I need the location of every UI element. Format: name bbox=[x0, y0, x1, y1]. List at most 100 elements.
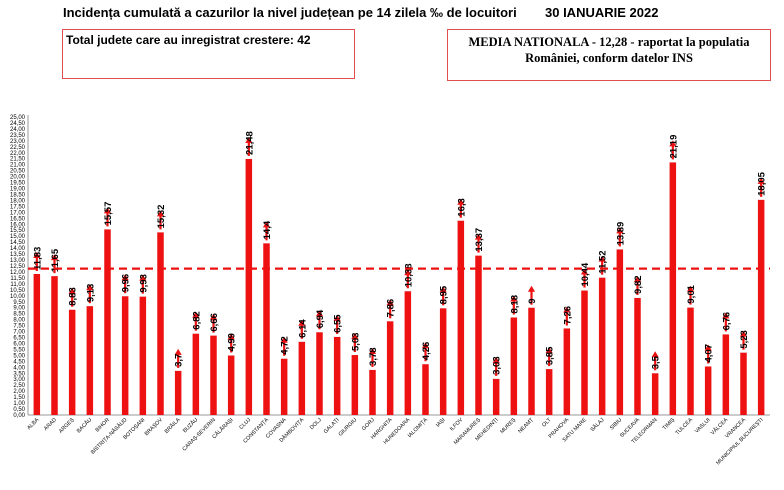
category-label: TIMIȘ bbox=[662, 417, 677, 432]
data-label: 4,99 bbox=[227, 333, 238, 352]
trend-arrowhead-icon bbox=[315, 310, 324, 317]
bar bbox=[563, 328, 571, 415]
y-tick-label: 19,00 bbox=[10, 187, 26, 193]
bar bbox=[280, 358, 288, 415]
trend-arrowhead-icon bbox=[563, 306, 571, 313]
data-label: 7,26 bbox=[562, 306, 573, 325]
trend-arrowhead-icon bbox=[156, 210, 165, 217]
category-label: TULCEA bbox=[675, 417, 695, 437]
trend-arrowhead-icon bbox=[50, 254, 59, 261]
y-tick-label: 2,50 bbox=[13, 383, 25, 389]
data-label: 8,95 bbox=[439, 285, 450, 304]
category-label: NEAMȚ bbox=[517, 417, 535, 435]
data-label: 9,93 bbox=[138, 274, 149, 293]
category-label: BRAȘOV bbox=[144, 417, 164, 437]
data-label: 10,38 bbox=[403, 263, 414, 287]
y-tick-label: 0,00 bbox=[13, 413, 25, 419]
increase-note-text: Total judete care au inregistrat crester… bbox=[66, 33, 311, 47]
data-label: 6,66 bbox=[209, 313, 220, 332]
bar bbox=[386, 321, 394, 415]
bar bbox=[404, 291, 412, 415]
trend-arrowhead-icon bbox=[439, 286, 447, 293]
category-label: ARAD bbox=[43, 417, 58, 432]
bar bbox=[139, 296, 147, 415]
bar bbox=[33, 273, 41, 415]
category-label: OLT bbox=[541, 417, 553, 429]
trend-arrowhead-icon bbox=[192, 311, 200, 318]
y-tick-label: 4,00 bbox=[13, 365, 25, 371]
bar bbox=[369, 369, 376, 415]
bar bbox=[457, 220, 465, 415]
bar bbox=[227, 355, 235, 415]
data-label: 5,03 bbox=[350, 333, 361, 352]
trend-arrowhead-icon bbox=[492, 356, 500, 363]
bar bbox=[192, 333, 200, 415]
trend-arrowhead-icon bbox=[404, 269, 412, 276]
trend-arrowhead-icon bbox=[368, 347, 377, 354]
y-tick-label: 18,00 bbox=[10, 198, 26, 204]
bar bbox=[740, 352, 747, 415]
y-tick-label: 1,00 bbox=[13, 401, 25, 407]
data-label: 21,19 bbox=[668, 135, 679, 159]
trend-arrowhead-icon bbox=[704, 344, 712, 351]
y-tick-label: 9,00 bbox=[13, 306, 25, 312]
y-tick-label: 1,50 bbox=[13, 395, 25, 401]
data-label: 3,85 bbox=[545, 346, 556, 365]
bar bbox=[316, 332, 323, 415]
y-tick-label: 22,50 bbox=[10, 145, 26, 151]
category-label: IAȘI bbox=[435, 417, 446, 428]
data-label: 9,13 bbox=[85, 284, 96, 303]
y-tick-label: 24,00 bbox=[10, 127, 26, 133]
y-tick-label: 15,00 bbox=[10, 234, 26, 240]
y-tick-label: 14,50 bbox=[10, 240, 26, 246]
y-tick-label: 10,00 bbox=[10, 294, 26, 300]
national-average-line-1: MEDIA NATIONALA - 12,28 - raportat la po… bbox=[468, 35, 750, 49]
data-label: 13,89 bbox=[615, 222, 626, 246]
y-tick-label: 7,50 bbox=[13, 324, 25, 330]
category-label: CLUJ bbox=[238, 417, 252, 431]
data-label: 16,3 bbox=[456, 198, 467, 217]
trend-arrowhead-icon bbox=[262, 221, 271, 228]
y-tick-label: 3,50 bbox=[13, 371, 25, 377]
data-label: 7,86 bbox=[386, 299, 397, 318]
data-label: 9,82 bbox=[633, 275, 644, 294]
trend-arrowhead-icon bbox=[651, 351, 659, 358]
increase-note-box: Total judete care au inregistrat crester… bbox=[62, 29, 355, 79]
y-tick-label: 17,00 bbox=[10, 210, 26, 216]
y-tick-label: 7,00 bbox=[13, 330, 25, 336]
y-tick-label: 23,00 bbox=[10, 139, 26, 145]
bar bbox=[263, 243, 270, 415]
bar bbox=[422, 364, 429, 415]
bar bbox=[245, 158, 253, 415]
trend-arrowhead-icon bbox=[633, 275, 642, 282]
data-label: 4,07 bbox=[704, 344, 715, 363]
trend-arrowhead-icon bbox=[545, 347, 553, 354]
category-label: BRĂILA bbox=[163, 416, 182, 435]
trend-arrowhead-icon bbox=[351, 333, 359, 340]
y-tick-label: 19,50 bbox=[10, 181, 26, 187]
data-label: 13,37 bbox=[474, 228, 485, 252]
trend-arrowhead-icon bbox=[103, 207, 112, 214]
y-tick-label: 12,50 bbox=[10, 264, 26, 270]
data-label: 15,32 bbox=[156, 205, 167, 229]
y-tick-label: 0,50 bbox=[13, 407, 25, 413]
y-tick-label: 18,50 bbox=[10, 192, 26, 198]
bar bbox=[722, 334, 730, 415]
y-tick-label: 15,50 bbox=[10, 228, 26, 234]
data-label: 9,96 bbox=[121, 274, 132, 293]
category-label: SĂLAJ bbox=[589, 416, 606, 433]
trend-arrowhead-icon bbox=[33, 251, 41, 258]
bar bbox=[174, 370, 182, 415]
trend-arrowhead-icon bbox=[598, 255, 606, 262]
trend-arrowhead-icon bbox=[121, 274, 129, 281]
y-tick-label: 20,00 bbox=[10, 175, 26, 181]
y-tick-label: 23,50 bbox=[10, 133, 26, 139]
y-tick-label: 2,00 bbox=[13, 389, 25, 395]
bar bbox=[704, 366, 712, 415]
data-label: 3,03 bbox=[492, 356, 503, 374]
bar bbox=[757, 199, 765, 415]
category-label: DOLJ bbox=[309, 417, 323, 431]
y-tick-label: 16,00 bbox=[10, 222, 26, 228]
bar bbox=[104, 229, 111, 415]
